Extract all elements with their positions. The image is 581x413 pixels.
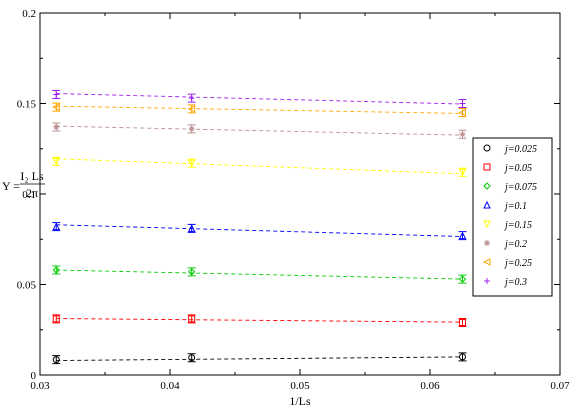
point-marker (459, 319, 466, 327)
point-marker (52, 222, 61, 231)
fit-line (56, 318, 463, 323)
x-axis-label: 1/Ls (289, 394, 311, 408)
point-marker (187, 268, 196, 276)
fit-line (56, 105, 463, 114)
data-point (458, 167, 467, 177)
data-point (52, 156, 61, 166)
legend-marker (484, 278, 490, 284)
fit-line (56, 356, 463, 361)
legend-marker (483, 220, 491, 229)
data-point (458, 99, 467, 108)
point-marker (52, 315, 60, 323)
point-marker (52, 266, 60, 274)
data-point (187, 223, 196, 233)
y-axis-label: Υ = I₂ Ls 2π (2, 169, 45, 200)
point-marker (187, 105, 196, 113)
point-marker (53, 91, 60, 98)
data-point (187, 353, 196, 363)
data-point (458, 129, 467, 139)
x-tick-label: 0.03 (30, 380, 50, 392)
y-tick-label: 0.05 (17, 280, 37, 292)
legend-marker (483, 163, 491, 171)
point-marker (52, 103, 60, 111)
point-marker (459, 353, 466, 361)
legend-marker (484, 240, 490, 246)
point-marker (458, 168, 467, 177)
legend-label: j=0.15 (503, 220, 532, 231)
legend-label: j=0.05 (503, 163, 532, 174)
point-marker (458, 231, 467, 240)
point-marker (187, 224, 196, 232)
legend-label: j=0.025 (503, 144, 537, 155)
data-point (52, 222, 61, 232)
point-marker (52, 157, 61, 166)
legend-label: j=0.25 (503, 258, 532, 269)
data-point (52, 102, 61, 112)
error-bar (187, 104, 196, 114)
data-point (458, 108, 467, 118)
fit-line (56, 93, 463, 105)
point-marker (188, 125, 195, 132)
point-marker (188, 315, 196, 323)
data-point (187, 267, 196, 277)
fit-line (56, 158, 463, 175)
error-bar (458, 108, 467, 118)
legend-marker (483, 144, 491, 152)
legend-marker (483, 200, 491, 209)
fit-line (56, 224, 463, 237)
y-axis-label-numerator: I₂ Ls (20, 169, 44, 183)
fit-line (56, 125, 463, 136)
legend-label: j=0.2 (503, 239, 527, 250)
x-tick-label: 0.07 (550, 380, 570, 392)
x-axis-ticks: 0.03 0.04 0.05 0.06 0.07 (30, 13, 570, 392)
y-axis-ticks: 0 0.05 0.1 0.15 0.2 (17, 8, 560, 382)
data-point (52, 89, 61, 99)
point-marker (459, 100, 466, 107)
legend-marker (482, 258, 491, 266)
y-tick-label: 0.15 (17, 99, 37, 111)
data-point (187, 314, 196, 324)
point-marker (188, 95, 195, 102)
legend-marker (483, 182, 491, 190)
data-point (52, 122, 61, 132)
point-marker (458, 108, 466, 117)
legend-box (472, 137, 553, 297)
x-tick-label: 0.05 (290, 380, 310, 392)
legend: j=0.025 j=0.05 j=0.075 j=0.1 j=0.15 j=0.2 j=0.… (472, 137, 553, 297)
data-point (187, 124, 196, 134)
legend-label: j=0.075 (503, 182, 537, 193)
fit-lines (56, 93, 463, 361)
point-marker (52, 356, 60, 364)
data-point (187, 93, 196, 103)
error-bar (52, 102, 61, 112)
x-tick-label: 0.04 (160, 380, 180, 392)
data-point (187, 104, 196, 114)
data-point (52, 355, 61, 365)
y-tick-label: 0.2 (22, 8, 36, 20)
y-tick-label: 0 (31, 370, 37, 382)
x-tick-label: 0.06 (420, 380, 440, 392)
legend-items: j=0.025 j=0.05 j=0.075 j=0.1 j=0.15 j=0.2 j=0.… (482, 144, 537, 288)
legend-label: j=0.3 (503, 277, 527, 288)
data-point (187, 158, 196, 168)
data-point (458, 352, 467, 362)
legend-label: j=0.1 (503, 201, 527, 212)
data-point (52, 265, 61, 275)
data-point (458, 231, 467, 241)
point-marker (458, 275, 467, 283)
fit-line (56, 269, 463, 280)
y-tick-label: 0.1 (22, 189, 36, 201)
y-axis-label-denominator: 2π (26, 186, 38, 200)
point-marker (459, 131, 466, 138)
data-point (458, 318, 467, 328)
point-marker (53, 124, 60, 131)
data-point (458, 274, 467, 284)
point-marker (188, 354, 196, 362)
data-point (52, 314, 61, 324)
point-marker (187, 159, 196, 168)
data-points (52, 89, 467, 365)
y-axis-label-prefix: Υ = (2, 179, 20, 193)
